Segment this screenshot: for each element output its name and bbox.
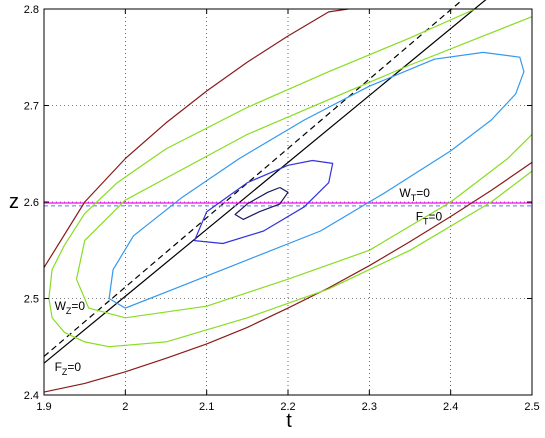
series-line — [43, 8, 349, 268]
x-tick-label: 2.2 — [280, 401, 295, 413]
x-tick-label: 2.1 — [199, 401, 214, 413]
series-line — [234, 186, 289, 220]
x-axis-label: t — [286, 410, 292, 432]
series-line — [43, 0, 487, 364]
x-tick-label: 2.3 — [362, 401, 377, 413]
y-axis-label: z — [9, 191, 19, 213]
axis-ticks: 1.9 2 2.1 2.2 2.3 2.4 2.5 2.4 2.5 2.6 2.7 2.8 — [24, 4, 540, 413]
series-line — [48, 8, 533, 348]
y-tick-label: 2.4 — [24, 390, 39, 402]
series-lines — [43, 0, 533, 393]
x-tick-label: 2.4 — [443, 401, 458, 413]
y-tick-label: 2.6 — [24, 197, 39, 209]
x-tick-label: 1.9 — [36, 401, 51, 413]
y-tick-label: 2.8 — [24, 4, 39, 16]
series-line — [193, 159, 334, 245]
y-tick-label: 2.5 — [24, 294, 39, 306]
x-tick-label: 2.5 — [524, 401, 539, 413]
series-line — [108, 51, 525, 309]
series-line — [43, 161, 533, 393]
contour-annotation: WT=0 — [399, 186, 430, 203]
y-tick-label: 2.7 — [24, 101, 39, 113]
contour-annotation: FZ=0 — [55, 360, 82, 377]
series-line — [75, 16, 533, 319]
contour-annotation: WZ=0 — [55, 299, 86, 316]
annotations: WT=0 FT=0 WZ=0 FZ=0 — [55, 186, 443, 377]
x-tick-label: 2 — [122, 401, 128, 413]
contour-annotation: FT=0 — [416, 209, 443, 226]
